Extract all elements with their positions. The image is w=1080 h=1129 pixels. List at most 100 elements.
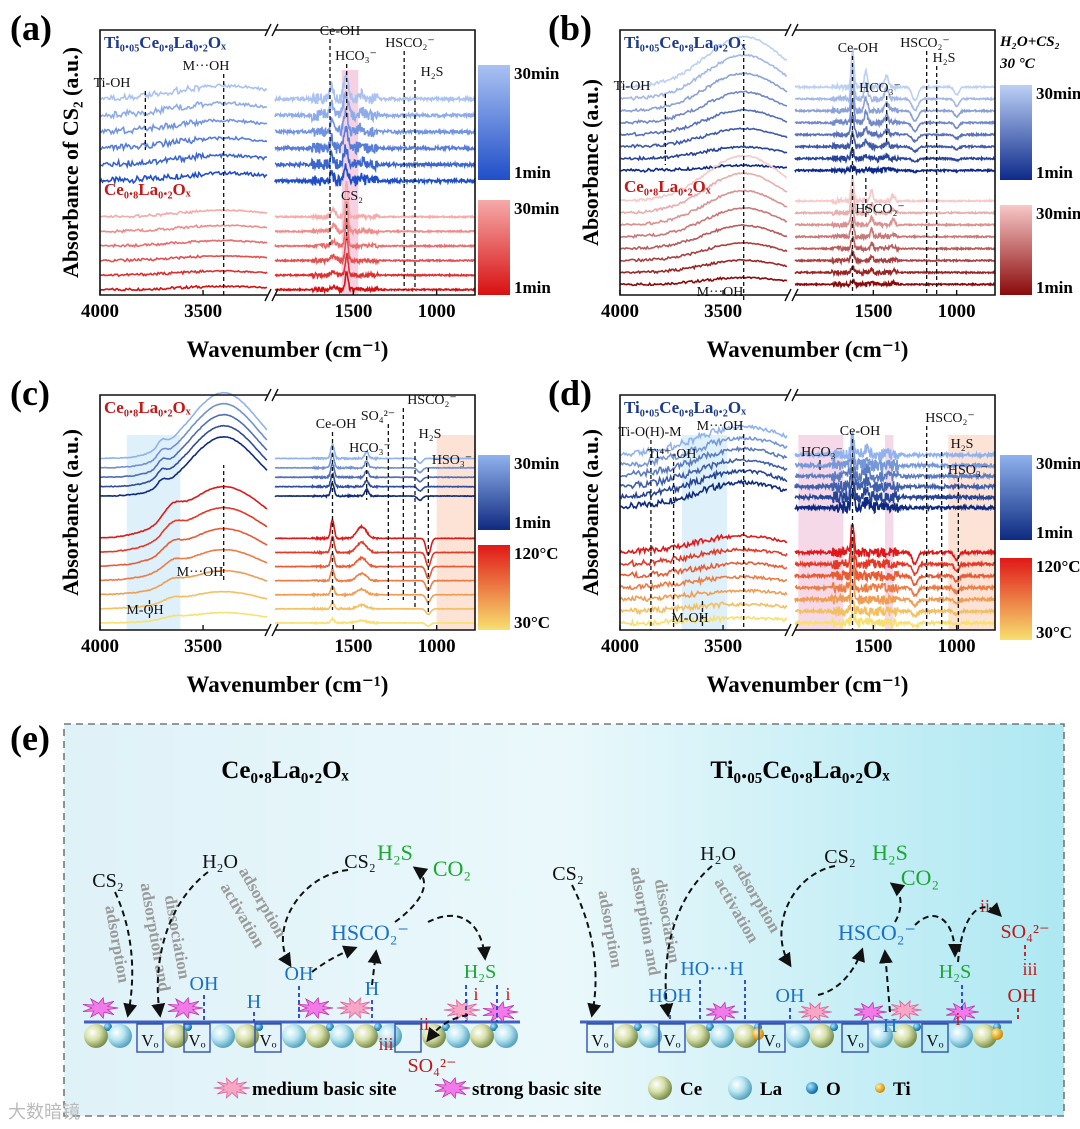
la-atom-icon — [728, 1076, 752, 1100]
reaction-arrow — [659, 865, 713, 1018]
spectrum-line — [99, 91, 476, 124]
axis-break-mark — [264, 23, 279, 37]
spectrum-line — [619, 468, 996, 505]
o-atom-icon — [830, 1023, 838, 1031]
spectrum-line — [619, 223, 996, 254]
o-atom-icon — [255, 1023, 263, 1031]
spectrum-line — [619, 596, 996, 619]
ce-atom-icon — [164, 1024, 188, 1048]
colorbar-bottom-label: 1min — [1036, 278, 1073, 297]
oxygen-vacancy — [921, 1023, 949, 1053]
ce-atom-icon — [306, 1024, 330, 1048]
scheme-label-hoh: HOH — [648, 985, 691, 1007]
series-group — [619, 35, 996, 177]
la-atom-icon — [378, 1024, 402, 1048]
peak-label: M···OH — [697, 285, 744, 300]
spectrum-line — [99, 391, 476, 465]
y-axis-label: Absorbance (a.u.) — [58, 429, 83, 596]
la-atom-icon — [638, 1024, 662, 1048]
colorbar — [478, 200, 510, 295]
o-atom-icon — [326, 1023, 334, 1031]
peak-label: H₂S — [933, 51, 956, 66]
scheme-label-vo: Vₒ — [846, 1031, 863, 1050]
reaction-arrow — [778, 865, 836, 968]
x-tick-label: 4000 — [81, 636, 119, 657]
panel-label: (d) — [548, 373, 592, 413]
ce-atom-icon — [973, 1024, 997, 1048]
spectrum-line — [99, 402, 476, 474]
panel-a: 30min 1min 30min 1min Ti-OH M···OH Ce-OH HCO₃⁻ H… — [10, 8, 560, 362]
scheme-label-cs2: CS₂ — [824, 846, 855, 868]
scheme-label-so4: SO₄²⁻ — [407, 1055, 456, 1077]
legend-item: Ce — [680, 1079, 702, 1100]
peak-label: HSCO₂⁻ — [855, 202, 905, 217]
spectrum-line — [99, 569, 476, 604]
scheme-label-i: i — [505, 984, 510, 1004]
x-tick-label: 3500 — [704, 301, 742, 322]
scheme-label-vo: Vₒ — [259, 1031, 276, 1050]
colorbar-bottom-label: 1min — [514, 163, 551, 182]
y-axis-label: Absorbance (a.u.) — [578, 79, 603, 246]
colorbar-top-label: 30min — [514, 199, 560, 218]
scheme-label-oh: OH — [1008, 985, 1037, 1007]
reaction-arrow — [114, 891, 138, 1018]
series-group — [99, 180, 476, 295]
x-tick-label: 1000 — [418, 301, 456, 322]
scheme-label-vo: Vₒ — [188, 1031, 205, 1050]
peak-label: M···OH — [183, 59, 230, 74]
spectrum-line — [619, 435, 996, 475]
panel-c: 30min 1min 120°C 30°C M···OH M-OH Ce-OH HCO₃⁻ SO… — [10, 373, 560, 697]
o-atom-icon — [806, 1082, 818, 1094]
peak-label: HCO₃⁻ — [859, 81, 901, 96]
sample-title: Ce₀.₈La₀.₂Oₓ — [624, 177, 711, 196]
spectrum-line — [619, 564, 996, 598]
series-group — [619, 154, 996, 290]
ce-atom-icon — [893, 1024, 917, 1048]
axis-break-mark — [264, 623, 279, 637]
peak-label: H₂S — [951, 437, 974, 452]
spectrum-line — [620, 71, 996, 123]
ti-atom-icon — [991, 1028, 1003, 1040]
sample-title: Ti₀.₀₅Ce₀.₈La₀.₂Oₓ — [104, 33, 226, 52]
la-atom-icon — [494, 1024, 518, 1048]
colorbar — [1000, 85, 1032, 180]
reaction-arrow — [427, 915, 491, 961]
spectrum-line — [99, 218, 476, 251]
spectrum-line — [619, 189, 996, 230]
peak-label: HSO₃⁻ — [432, 453, 472, 468]
o-atom-icon — [104, 1023, 112, 1031]
x-tick-label: 4000 — [601, 301, 639, 322]
la-atom-icon — [949, 1024, 973, 1048]
o-atom-icon — [184, 1023, 192, 1031]
mechanism-scheme: (e) Ce₀.₈La₀.₂Oₓ Ti₀.₀₅Ce₀.₈La₀.₂Oₓ Vₒ Vₒ Vₒ V… — [8, 718, 1065, 1122]
o-atom-icon — [490, 1023, 498, 1031]
spectrum-line — [99, 590, 476, 616]
spectrum-line — [619, 53, 996, 112]
y-axis-label: Absorbance of CS₂ (a.u.) — [58, 47, 83, 278]
axis-break-mark — [784, 388, 799, 402]
strong-basic-site-icon — [82, 996, 119, 1020]
peak-label: HSCO₂⁻ — [385, 36, 435, 51]
o-atom-icon — [442, 1023, 450, 1031]
spectrum-line — [619, 423, 996, 461]
scheme-label-so4: SO₄²⁻ — [1000, 921, 1049, 943]
panel-d: 30min 1min 120°C 30°C Ti-O(H)-M Ti⁴⁺-OHM···OH… — [548, 373, 1080, 697]
oxygen-vacancy — [183, 1023, 211, 1053]
reaction-arrow — [914, 915, 962, 958]
x-tick-label: 1000 — [938, 301, 976, 322]
colorbar-top-label: 30min — [514, 454, 560, 473]
ce-atom-icon — [614, 1024, 638, 1048]
scheme-label-vo: Vₒ — [663, 1031, 680, 1050]
ce-atom-icon — [84, 1024, 108, 1048]
colorbar — [1000, 558, 1032, 640]
peak-label: Ti-O(H)-M — [618, 425, 682, 440]
colorbar-top-label: 120°C — [1036, 557, 1080, 576]
colorbar-bottom-label: 1min — [1036, 163, 1073, 182]
scheme-label-hoh-dot: HO···H — [680, 958, 743, 980]
scheme-label-cs2: CS₂ — [552, 863, 583, 885]
reaction-arrow — [367, 949, 382, 986]
x-tick-label: 1500 — [334, 301, 372, 322]
spectrum-line — [619, 171, 996, 217]
colorbar-top-label: 30min — [1036, 204, 1080, 223]
peak-label: HSCO₂⁻ — [407, 393, 457, 408]
